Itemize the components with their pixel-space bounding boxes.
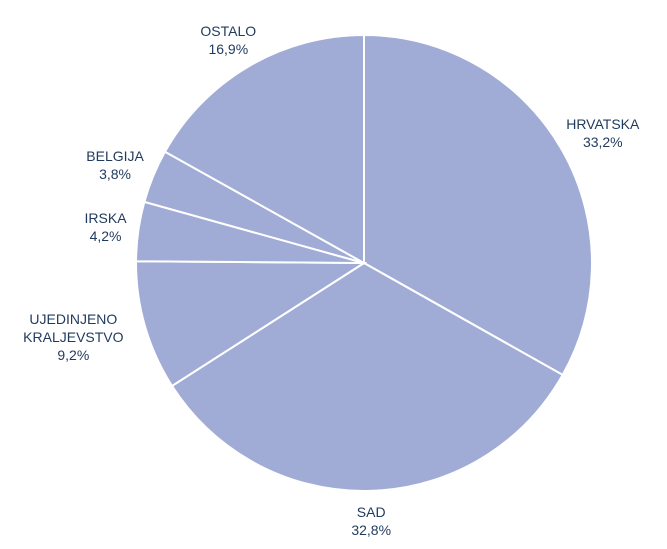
category-label: HRVATSKA: [566, 115, 640, 132]
category-label: OSTALO: [200, 23, 257, 40]
category-label: BELGIJA: [86, 147, 144, 164]
data-label: SAD 32,8%: [351, 503, 391, 539]
data-label: HRVATSKA 33,2%: [566, 115, 639, 151]
pie-slice: [170, 261, 564, 492]
pie-slice: [135, 260, 368, 388]
value-label: 16,9%: [208, 41, 249, 58]
data-label: BELGIJA 3,8%: [86, 147, 144, 183]
value-label: 4,2%: [89, 228, 122, 245]
value-label: 9,2%: [57, 347, 90, 364]
value-label: 3,8%: [99, 165, 132, 182]
pie-slice: [163, 33, 365, 265]
data-label: IRSKA 4,2%: [85, 209, 127, 245]
category-label: UJEDINJENO KRALJEVSTVO: [23, 311, 124, 346]
data-label: UJEDINJENO KRALJEVSTVO 9,2%: [11, 310, 136, 364]
value-label: 32,8%: [351, 521, 392, 538]
category-label: IRSKA: [84, 210, 127, 227]
pie-slice: [363, 33, 593, 377]
category-label: SAD: [356, 503, 386, 520]
value-label: 33,2%: [582, 133, 623, 150]
data-label: OSTALO 16,9%: [200, 22, 256, 58]
